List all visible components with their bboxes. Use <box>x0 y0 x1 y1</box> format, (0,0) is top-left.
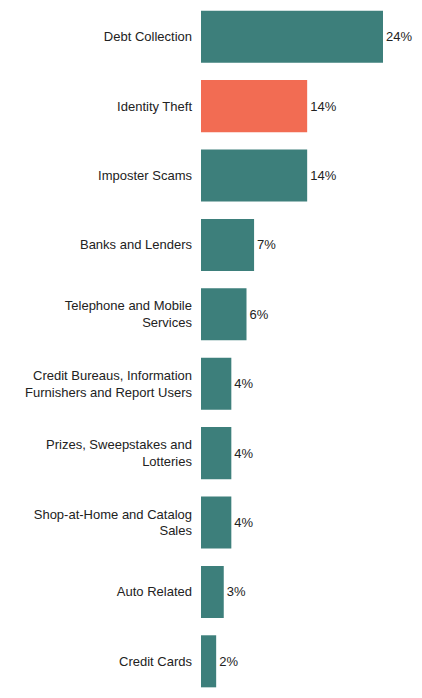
svg-text:Credit Bureaus, InformationFur: Credit Bureaus, InformationFurnishers an… <box>25 368 192 400</box>
svg-text:Shop-at-Home and CatalogSales: Shop-at-Home and CatalogSales <box>34 507 193 539</box>
svg-text:Auto Related: Auto Related <box>117 584 192 599</box>
svg-text:14%: 14% <box>310 168 336 183</box>
svg-text:Credit Cards: Credit Cards <box>119 654 192 669</box>
svg-text:7%: 7% <box>257 237 276 252</box>
svg-text:Identity Theft: Identity Theft <box>117 99 192 114</box>
svg-text:2%: 2% <box>219 654 238 669</box>
svg-text:6%: 6% <box>250 307 269 322</box>
svg-text:Prizes, Sweepstakes andLotteri: Prizes, Sweepstakes andLotteries <box>46 437 192 469</box>
svg-text:14%: 14% <box>310 99 336 114</box>
svg-text:4%: 4% <box>234 376 253 391</box>
svg-text:4%: 4% <box>234 446 253 461</box>
svg-text:3%: 3% <box>227 584 246 599</box>
svg-text:Imposter Scams: Imposter Scams <box>98 168 192 183</box>
svg-text:Debt Collection: Debt Collection <box>104 29 192 44</box>
svg-text:Banks and Lenders: Banks and Lenders <box>80 237 193 252</box>
svg-text:24%: 24% <box>386 29 412 44</box>
svg-text:Telephone and MobileServices: Telephone and MobileServices <box>65 298 193 330</box>
svg-text:4%: 4% <box>234 515 253 530</box>
